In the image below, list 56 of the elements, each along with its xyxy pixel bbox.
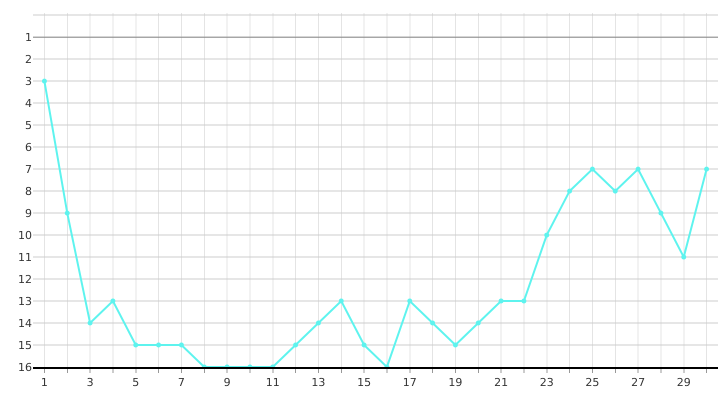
point: [156, 342, 162, 348]
point: [544, 232, 550, 238]
x-tick-label: 1: [40, 376, 48, 390]
point: [612, 188, 618, 194]
point: [498, 298, 504, 304]
x-tick-label: 7: [178, 376, 185, 390]
x-tick-label: 13: [311, 376, 326, 390]
point: [362, 342, 367, 348]
point: [681, 254, 686, 260]
x-tick-label: 5: [132, 376, 140, 390]
point: [521, 298, 526, 304]
point: [338, 298, 344, 304]
y-tick-label: 1: [25, 31, 32, 44]
point: [133, 342, 138, 348]
x-tick-label: 29: [676, 376, 691, 390]
point: [430, 320, 436, 326]
y-tick-label: 6: [25, 140, 32, 154]
y-tick-label: 5: [25, 118, 32, 132]
x-tick-label: 3: [86, 376, 94, 390]
x-tick-label: 21: [494, 376, 508, 390]
y-tick-label: 16: [18, 360, 32, 374]
y-tick-label: 4: [25, 97, 32, 110]
y-tick-label: 14: [18, 316, 32, 330]
y-tick-label: 10: [18, 228, 32, 242]
point: [178, 342, 184, 348]
point: [476, 320, 481, 326]
x-tick-label: 25: [585, 376, 600, 390]
x-tick-label: 19: [448, 376, 462, 390]
point: [88, 320, 93, 326]
point: [293, 342, 298, 348]
y-tick-label: 8: [25, 184, 32, 198]
y-tick-label: 12: [18, 272, 32, 286]
point: [110, 298, 116, 304]
point: [64, 210, 70, 216]
y-tick-label: 7: [25, 162, 32, 176]
x-tick-label: 15: [357, 376, 372, 390]
point: [636, 166, 641, 172]
point: [42, 78, 47, 84]
x-tick-label: 9: [224, 376, 231, 390]
y-tick-label: 13: [18, 294, 32, 308]
point: [316, 320, 321, 326]
point: [407, 298, 412, 304]
point: [704, 166, 710, 172]
x-tick-label: 17: [402, 376, 417, 390]
y-tick-label: 9: [25, 206, 32, 220]
point: [590, 166, 595, 172]
point: [567, 188, 572, 194]
x-tick-label: 11: [266, 376, 280, 390]
x-tick-label: 27: [631, 376, 646, 390]
point: [452, 342, 458, 348]
y-tick-label: 2: [25, 53, 32, 66]
y-tick-label: 15: [18, 338, 32, 352]
y-tick-label: 3: [25, 75, 32, 88]
y-tick-label: 11: [18, 250, 32, 264]
x-tick-label: 23: [540, 376, 554, 390]
point: [658, 210, 664, 216]
